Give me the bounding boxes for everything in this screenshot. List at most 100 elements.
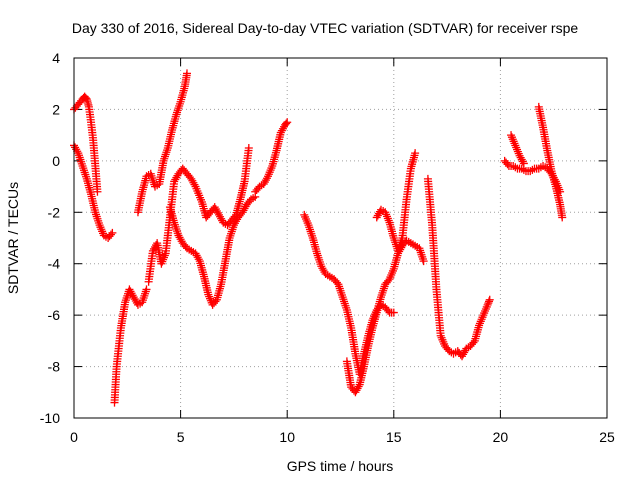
data-point <box>92 210 101 219</box>
data-point <box>262 174 271 183</box>
data-point <box>175 102 184 110</box>
data-point <box>81 170 90 179</box>
data-point <box>161 150 170 159</box>
data-point <box>390 236 399 245</box>
data-point <box>313 251 322 260</box>
data-point <box>174 104 183 113</box>
data-point <box>518 157 527 166</box>
data-point <box>380 282 389 291</box>
data-point <box>141 287 150 296</box>
data-point <box>528 165 537 174</box>
data-point <box>389 308 398 317</box>
data-points-layer <box>70 69 567 407</box>
data-point <box>411 149 420 158</box>
x-tick-label: 10 <box>279 429 295 445</box>
data-point <box>377 291 386 299</box>
data-point <box>397 236 406 245</box>
data-point <box>341 301 350 310</box>
data-point <box>337 291 346 299</box>
data-point <box>417 250 426 259</box>
data-point <box>307 229 316 238</box>
data-point <box>378 288 387 297</box>
data-point <box>511 163 520 172</box>
chart-title: Day 330 of 2016, Sidereal Day-to-day VTE… <box>72 20 578 36</box>
data-point <box>282 119 291 128</box>
data-point <box>227 229 236 238</box>
data-point <box>503 160 512 169</box>
data-point <box>485 295 494 304</box>
x-tick-label: 15 <box>386 429 402 445</box>
data-point <box>306 227 315 236</box>
data-point <box>175 99 184 108</box>
x-tick-label: 20 <box>493 429 509 445</box>
tick-layer: 0 5 10 15 20 25 -10 -8 -6 -4 -2 0 2 4 <box>40 50 615 445</box>
data-point <box>148 176 157 185</box>
x-tick-label: 5 <box>177 429 185 445</box>
data-point <box>418 252 427 261</box>
data-point <box>173 106 182 115</box>
data-point <box>171 222 180 231</box>
grid-layer <box>74 58 607 418</box>
data-point <box>379 286 388 295</box>
data-point <box>190 180 199 189</box>
y-tick-label: -4 <box>48 256 61 272</box>
data-point <box>483 300 492 309</box>
data-point <box>78 162 87 170</box>
data-point <box>315 255 324 264</box>
data-point <box>308 231 317 240</box>
data-point <box>336 286 345 295</box>
data-point <box>354 382 363 391</box>
data-point <box>163 146 172 155</box>
data-point <box>121 296 130 305</box>
data-point <box>485 297 494 306</box>
data-point <box>93 214 102 223</box>
data-point <box>76 155 85 164</box>
y-tick-label: 0 <box>52 153 60 169</box>
y-tick-label: -10 <box>40 410 60 426</box>
data-point <box>416 248 425 257</box>
data-point <box>79 164 88 173</box>
x-tick-label: 0 <box>70 429 78 445</box>
data-point <box>160 152 169 161</box>
data-point <box>141 289 150 298</box>
data-point <box>93 187 102 196</box>
plot-frame <box>73 57 608 419</box>
data-point <box>340 299 349 308</box>
data-point <box>172 225 181 233</box>
data-point <box>227 227 236 236</box>
data-point <box>384 306 393 315</box>
data-point <box>342 303 351 312</box>
data-point <box>194 255 203 264</box>
data-point <box>338 293 347 302</box>
y-tick-label: -2 <box>48 204 61 220</box>
x-tick-label: 25 <box>599 429 615 445</box>
data-point <box>108 228 117 237</box>
data-point <box>73 147 82 156</box>
data-point <box>139 294 148 302</box>
data-point <box>140 291 149 300</box>
data-point <box>106 230 115 239</box>
data-point <box>182 69 191 78</box>
data-point <box>80 168 89 177</box>
data-point <box>519 159 528 168</box>
data-point <box>558 213 567 222</box>
data-point <box>314 253 323 262</box>
y-tick-label: 2 <box>52 101 60 117</box>
data-point <box>92 212 101 221</box>
data-point <box>484 299 493 308</box>
data-point <box>160 154 169 163</box>
data-point <box>283 118 292 127</box>
data-point <box>460 348 469 357</box>
data-point <box>244 144 253 152</box>
data-point <box>418 255 427 263</box>
data-point <box>339 295 348 304</box>
data-point <box>335 282 344 291</box>
x-axis-label: GPS time / hours <box>287 458 394 474</box>
data-point <box>226 231 235 240</box>
y-axis-label: SDTVAR / TECUs <box>5 182 21 294</box>
data-point <box>82 172 91 181</box>
data-point <box>79 166 88 175</box>
data-point <box>337 288 346 297</box>
